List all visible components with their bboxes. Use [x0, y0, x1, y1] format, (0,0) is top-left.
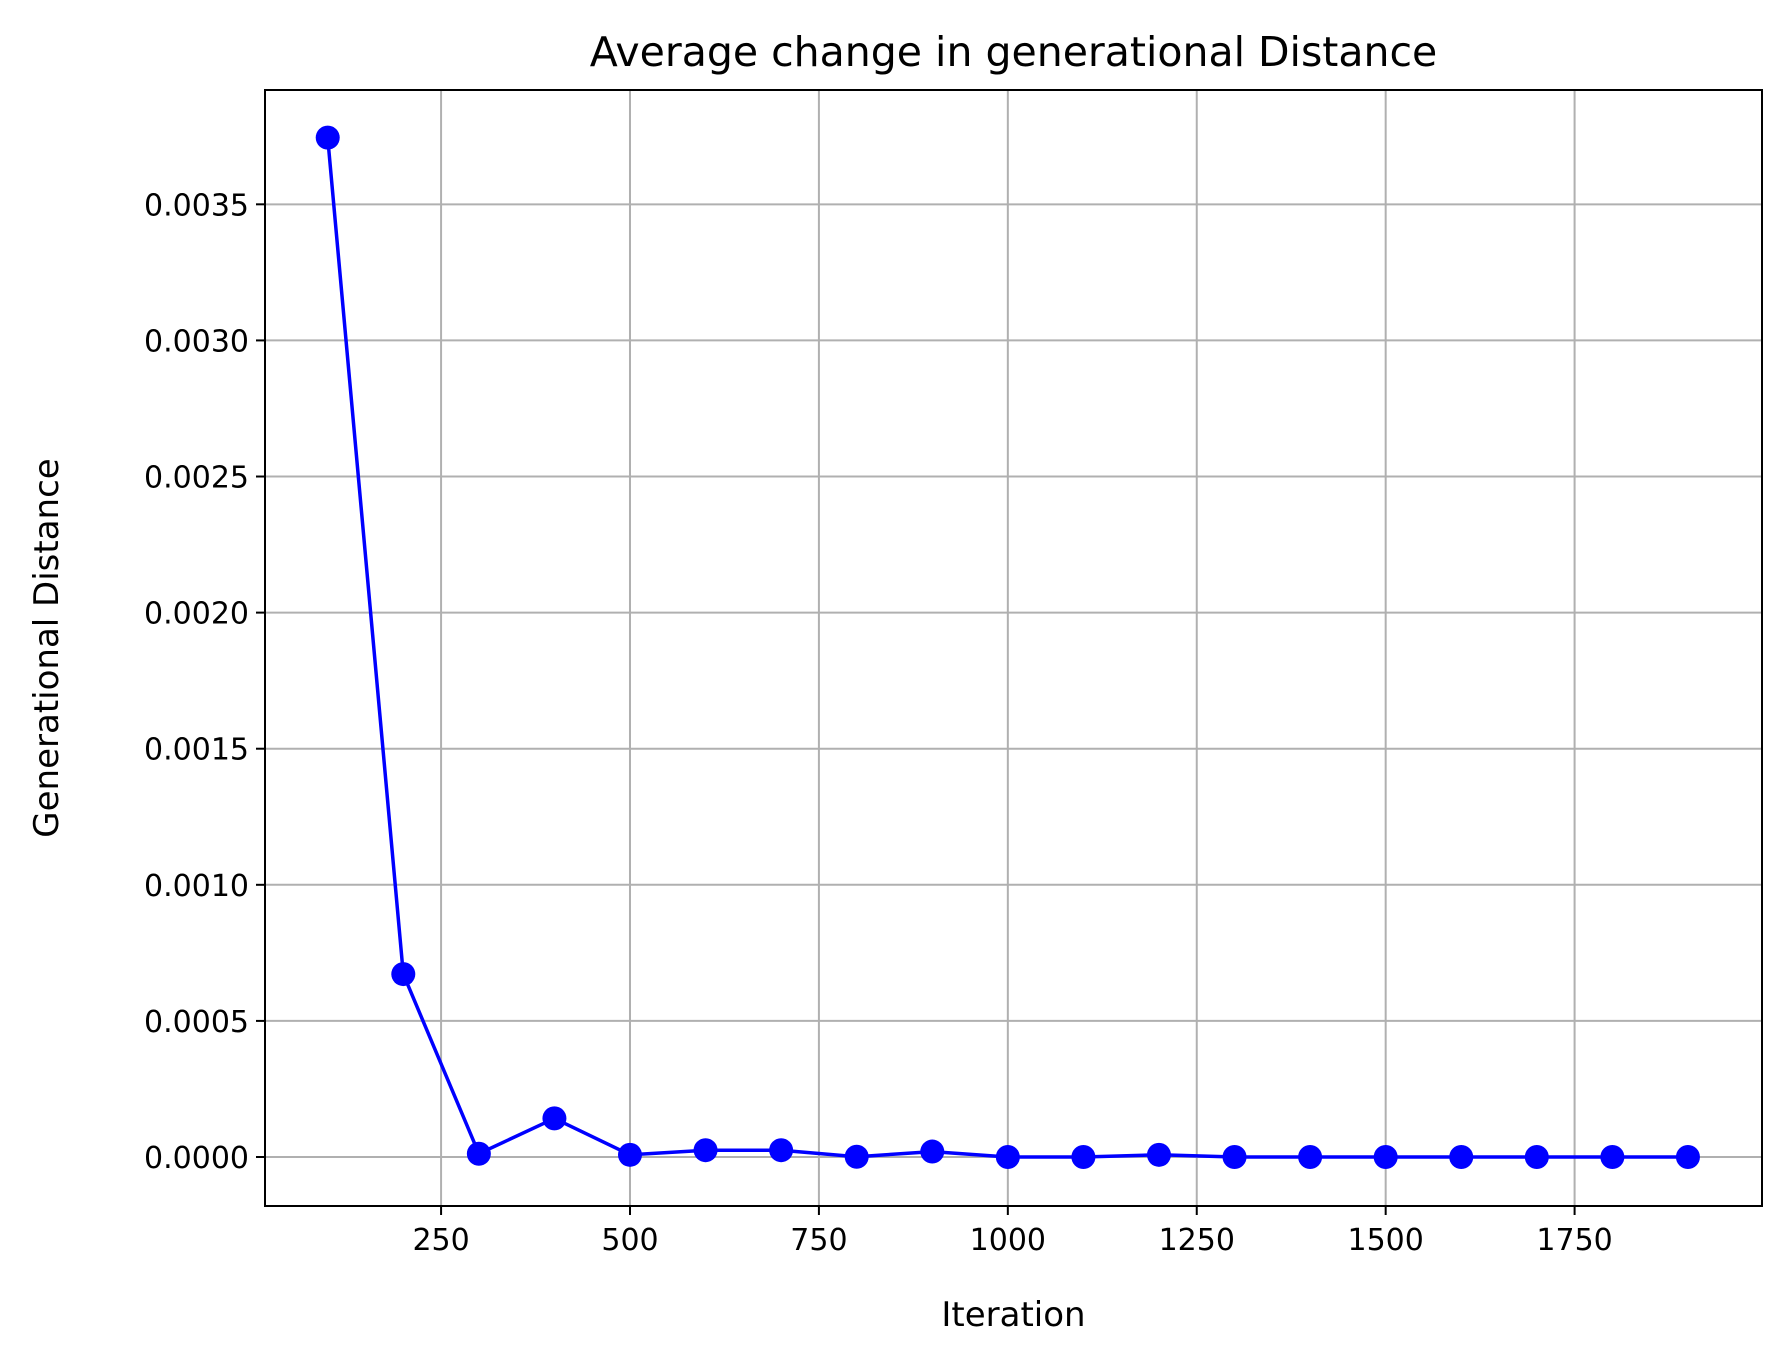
x-tick-label: 1250 [1159, 1223, 1235, 1258]
data-point [1222, 1145, 1247, 1170]
chart-title: Average change in generational Distance [590, 28, 1438, 76]
data-point [995, 1145, 1020, 1170]
data-point [769, 1138, 794, 1163]
y-tick-label: 0.0005 [144, 1005, 249, 1040]
data-point [391, 962, 416, 987]
data-point [844, 1144, 869, 1169]
y-tick-label: 0.0020 [144, 597, 249, 632]
data-point [1675, 1145, 1700, 1170]
x-tick-label: 1750 [1536, 1223, 1612, 1258]
data-point [1524, 1145, 1549, 1170]
grid-lines [265, 90, 1762, 1206]
y-tick-label: 0.0000 [144, 1141, 249, 1176]
data-point [542, 1106, 567, 1131]
x-tick-label: 1000 [970, 1223, 1046, 1258]
x-tick-label: 750 [790, 1223, 847, 1258]
y-tick-label: 0.0015 [144, 733, 249, 768]
x-tick-label: 250 [412, 1223, 469, 1258]
data-point [693, 1138, 718, 1163]
data-point [1600, 1145, 1625, 1170]
data-point [1071, 1145, 1096, 1170]
x-axis-ticks: 250 500 750 1000 1250 1500 1750 [412, 1206, 1613, 1258]
x-tick-label: 500 [601, 1223, 658, 1258]
data-point [1373, 1145, 1398, 1170]
data-point [466, 1141, 491, 1166]
y-axis-label: Generational Distance [27, 458, 67, 837]
x-tick-label: 1500 [1347, 1223, 1423, 1258]
y-tick-label: 0.0035 [144, 188, 249, 223]
x-axis-label: Iteration [941, 1295, 1085, 1335]
data-point [1298, 1145, 1323, 1170]
y-axis-ticks: 0.0000 0.0005 0.0010 0.0015 0.0020 0.0025 0.00… [144, 188, 265, 1176]
series-layer [315, 125, 1700, 1170]
y-tick-label: 0.0010 [144, 869, 249, 904]
data-point [920, 1139, 945, 1164]
y-tick-label: 0.0025 [144, 461, 249, 496]
y-tick-label: 0.0030 [144, 324, 249, 359]
data-point [315, 125, 340, 150]
data-point [1449, 1145, 1474, 1170]
data-point [1146, 1142, 1171, 1167]
plot-frame [264, 89, 1763, 1207]
data-point [617, 1142, 642, 1167]
